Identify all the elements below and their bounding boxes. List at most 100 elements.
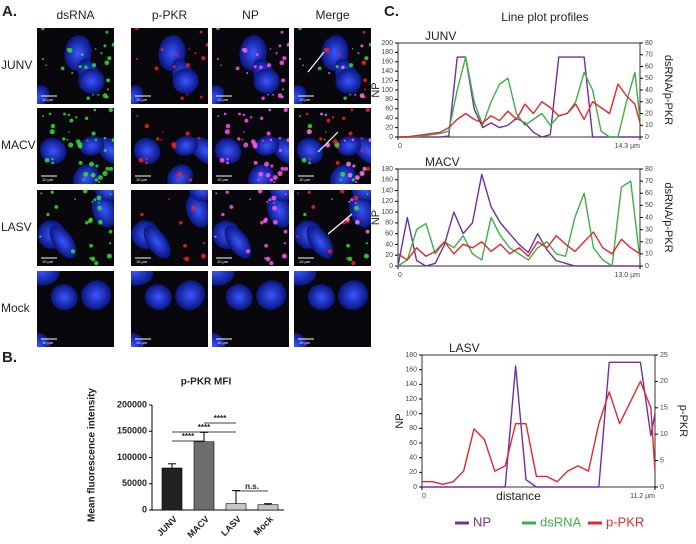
- scale-bar-label: 10 µm: [217, 259, 229, 264]
- nucleus: [79, 136, 105, 156]
- signal-spot: [108, 108, 114, 113]
- signal-spot: [78, 160, 83, 165]
- y-tick-label: 20: [385, 124, 393, 131]
- y-tick-label: 120: [405, 396, 417, 403]
- line-plot-title: Line plot profiles: [501, 10, 588, 24]
- signal-spot: [145, 161, 148, 165]
- y-tick-label: 60: [385, 231, 393, 238]
- x-tick-label: 11.2 µm: [630, 493, 655, 500]
- significance-label: ****: [182, 432, 195, 441]
- nucleus: [256, 280, 287, 310]
- signal-spot: [89, 161, 95, 167]
- signal-spot: [107, 56, 112, 61]
- y-tick-label: 60: [409, 440, 417, 447]
- signal-spot: [41, 57, 45, 60]
- nucleus: [294, 332, 308, 347]
- signal-spot: [183, 243, 187, 248]
- signal-spot: [219, 157, 225, 163]
- signal-spot: [156, 137, 160, 141]
- signal-spot: [174, 53, 178, 57]
- y-axis-label: NP: [370, 210, 382, 225]
- signal-spot: [68, 142, 74, 148]
- significance-label: ****: [198, 423, 211, 432]
- micrograph: 10 µm: [294, 271, 371, 347]
- signal-spot: [364, 56, 369, 61]
- signal-spot: [354, 175, 360, 181]
- signal-spot: [350, 108, 354, 112]
- signal-spot: [297, 192, 300, 195]
- series-line: [398, 56, 641, 138]
- y-tick-label: 0: [389, 134, 393, 141]
- signal-spot: [272, 205, 278, 211]
- y-axis-label: Mean fluorescence intensity: [87, 388, 98, 522]
- signal-spot: [226, 161, 229, 165]
- nucleus: [348, 193, 371, 228]
- scale-bar-label: 10 µm: [299, 259, 311, 264]
- nucleus: [248, 164, 274, 184]
- signal-spot: [220, 64, 222, 66]
- signal-spot: [331, 198, 333, 201]
- signal-spot: [305, 112, 309, 116]
- y2-tick-label: 60: [645, 63, 653, 70]
- y-tick-label: 180: [381, 49, 393, 56]
- signal-spot: [243, 142, 249, 148]
- signal-spot: [363, 253, 369, 259]
- signal-spot: [278, 137, 282, 140]
- signal-spot: [366, 166, 371, 171]
- nucleus: [190, 137, 208, 165]
- signal-spot: [50, 190, 54, 194]
- signal-spot: [40, 28, 45, 31]
- signal-spot: [245, 249, 251, 254]
- signal-spot: [180, 96, 184, 100]
- signal-spot: [268, 198, 272, 202]
- series-line: [398, 56, 640, 138]
- signal-spot: [100, 52, 103, 55]
- signal-spot: [103, 44, 107, 48]
- panel-label: C.: [384, 3, 399, 20]
- signal-spot: [298, 57, 302, 60]
- y-tick-label: 80: [385, 220, 393, 227]
- signal-spot: [160, 138, 163, 141]
- y-tick-label: 0: [142, 504, 147, 514]
- signal-spot: [97, 202, 100, 204]
- y2-axis-label: p-PKR: [677, 405, 689, 437]
- y-tick-label: 100: [381, 209, 393, 216]
- signal-spot: [94, 261, 99, 266]
- micrograph: 10 µm: [131, 28, 208, 104]
- signal-spot: [266, 200, 269, 203]
- signal-spot: [86, 96, 90, 100]
- micrograph: 10 µm: [294, 190, 371, 266]
- scale-bar-label: 10 µm: [217, 97, 229, 102]
- profile-line: [327, 213, 353, 235]
- nucleus: [214, 138, 242, 164]
- signal-spot: [286, 138, 289, 143]
- signal-spot: [237, 137, 241, 141]
- y2-tick-label: 30: [645, 99, 653, 106]
- y-tick-label: 50000: [122, 478, 147, 488]
- signal-spot: [191, 205, 197, 211]
- nucleus: [266, 193, 289, 228]
- signal-spot: [229, 205, 234, 209]
- signal-spot: [331, 116, 335, 119]
- nucleus: [253, 68, 280, 94]
- signal-spot: [98, 180, 101, 184]
- signal-spot: [259, 65, 263, 69]
- y-tick-label: 100: [405, 411, 417, 418]
- y-tick-label: 20: [385, 252, 393, 259]
- signal-spot: [341, 116, 346, 120]
- signal-spot: [275, 52, 278, 55]
- signal-spot: [108, 242, 112, 245]
- y2-tick-label: 25: [660, 352, 668, 359]
- signal-spot: [269, 138, 273, 142]
- signal-spot: [307, 190, 311, 194]
- plot-frame: [421, 354, 656, 488]
- signal-spot: [348, 200, 351, 203]
- y2-tick-label: 0: [645, 263, 649, 270]
- signal-spot: [78, 65, 82, 69]
- signal-spot: [168, 198, 170, 201]
- y2-tick-label: 20: [645, 239, 653, 246]
- signal-spot: [269, 261, 274, 266]
- signal-spot: [360, 44, 364, 48]
- signal-spot: [365, 242, 369, 245]
- signal-spot: [106, 78, 111, 83]
